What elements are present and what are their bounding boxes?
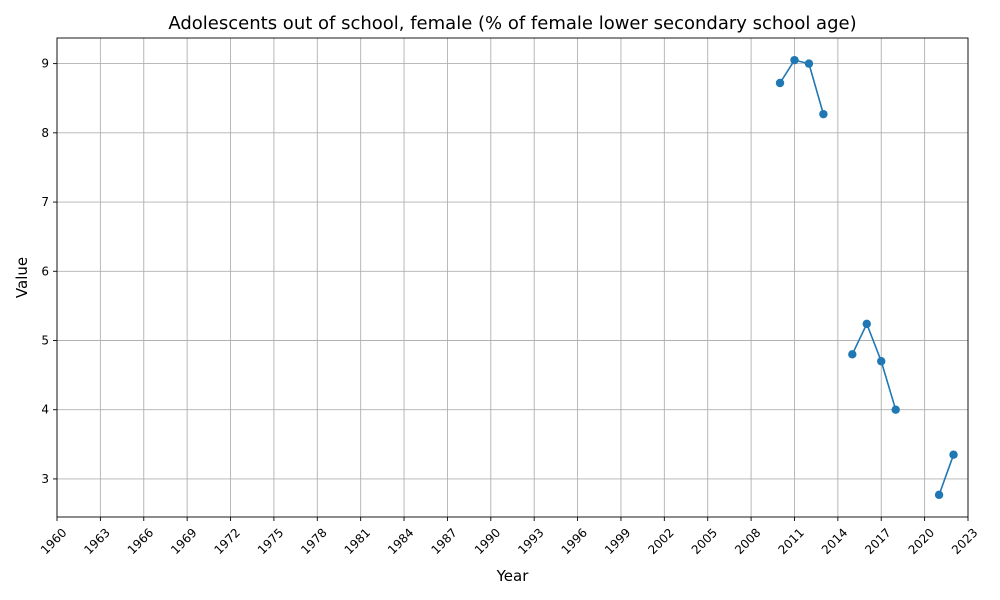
- series-line-segment-1: [779, 59, 825, 115]
- data-point-2015: [848, 350, 857, 359]
- data-point-2010: [775, 78, 785, 88]
- y-tick-label: 6: [41, 264, 49, 278]
- plot-area: [775, 55, 958, 500]
- plot-frame: [56, 37, 969, 518]
- grid: [56, 38, 969, 517]
- y-tick-label: 9: [41, 57, 49, 71]
- data-point-2012: [804, 59, 814, 68]
- series-line-segment-3: [938, 454, 955, 496]
- data-point-2013: [819, 109, 828, 119]
- chart-title: Adolescents out of school, female (% of …: [168, 13, 856, 34]
- y-tick-label: 7: [41, 195, 49, 209]
- data-point-2016: [862, 319, 871, 329]
- y-tick-label: 8: [41, 126, 49, 140]
- data-point-2011: [790, 55, 799, 65]
- y-tick-label: 5: [41, 333, 49, 347]
- data-point-2017: [877, 357, 886, 366]
- data-point-2018: [891, 405, 900, 414]
- data-point-2021: [934, 490, 944, 500]
- x-axis-title: Year: [496, 567, 530, 585]
- y-axis-title: Value: [13, 257, 31, 298]
- data-point-2022: [949, 450, 958, 459]
- y-tick-label: 4: [41, 403, 49, 417]
- series-line-segment-2: [851, 321, 897, 410]
- y-tick-label: 3: [41, 472, 49, 486]
